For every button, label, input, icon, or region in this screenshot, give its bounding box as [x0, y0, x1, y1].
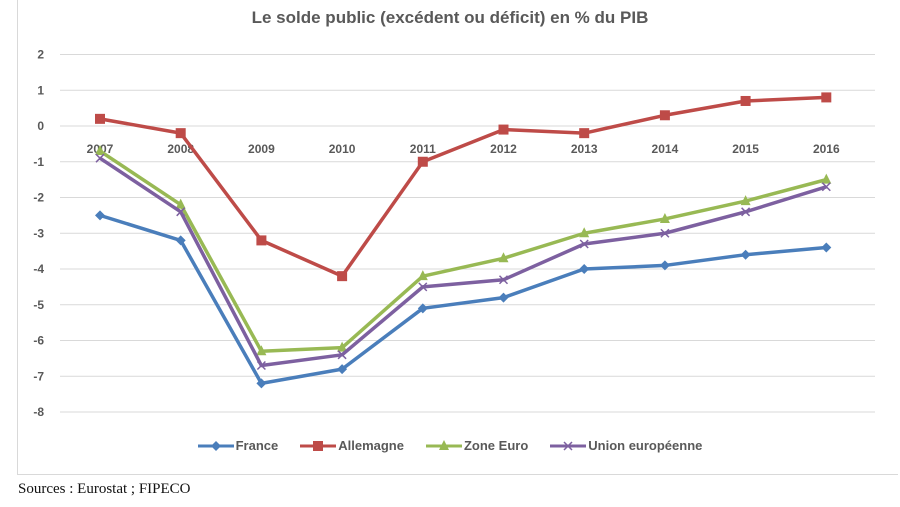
data-point: [659, 110, 670, 121]
data-point: [176, 207, 186, 217]
x-tick-label: 2014: [652, 142, 679, 156]
y-tick-label: -3: [33, 226, 44, 240]
data-point: [256, 378, 267, 389]
data-point: [95, 153, 105, 163]
data-point: [175, 198, 186, 209]
y-tick-label: 0: [37, 119, 44, 133]
x-tick-label: 2016: [813, 142, 840, 156]
data-point: [821, 173, 832, 184]
data-point: [256, 235, 267, 246]
y-tick-label: -2: [33, 191, 44, 205]
series-line: [99, 95, 827, 278]
data-point: [313, 440, 324, 451]
y-tick-label: 2: [37, 48, 44, 62]
data-point: [821, 182, 831, 192]
legend-label: Union européenne: [588, 438, 703, 453]
chart-frame: [17, 0, 898, 475]
x-tick-label: 2015: [732, 142, 759, 156]
series-line: [99, 213, 827, 386]
legend-swatch-icon: [197, 440, 234, 451]
data-point: [175, 128, 186, 139]
data-point: [337, 271, 348, 282]
data-point: [95, 145, 105, 156]
y-tick-label: -6: [33, 334, 44, 348]
x-tick-label: 2011: [410, 142, 436, 156]
data-point: [498, 124, 509, 135]
data-point: [417, 303, 428, 314]
data-point: [95, 113, 105, 124]
data-point: [175, 235, 186, 246]
y-tick-label: -8: [33, 405, 44, 419]
data-point: [740, 195, 751, 206]
x-tick-label: 2009: [248, 142, 275, 156]
data-point: [498, 275, 509, 285]
y-tick-label: -7: [33, 369, 44, 383]
x-tick-label: 2008: [167, 142, 194, 156]
series-union-européenne: [95, 153, 831, 371]
chart-title: Le solde public (excédent ou déficit) en…: [251, 8, 649, 27]
data-point: [210, 440, 221, 451]
source-note: Sources : Eurostat ; FIPECO: [18, 481, 191, 497]
data-point: [563, 440, 573, 451]
legend-label: France: [235, 438, 279, 453]
series-zone-euro: [95, 145, 832, 356]
data-point: [741, 207, 751, 217]
data-point: [256, 345, 267, 356]
data-point: [417, 156, 428, 167]
data-point: [256, 360, 266, 371]
y-tick-label: -4: [33, 262, 44, 276]
legend: France Allemagne Zone Euro Union européenne: [0, 438, 900, 453]
legend-label: Allemagne: [338, 438, 404, 453]
data-point: [95, 210, 105, 221]
data-point: [337, 350, 347, 360]
data-point: [821, 242, 832, 253]
data-point: [579, 264, 590, 274]
data-point: [498, 292, 509, 303]
data-point: [337, 341, 348, 352]
legend-label: Zone Euro: [463, 438, 529, 453]
legend-item: France: [197, 438, 279, 453]
data-point: [337, 364, 348, 375]
series-allemagne: [95, 92, 832, 282]
data-point: [498, 252, 509, 263]
y-tick-label: -5: [33, 298, 44, 312]
x-tick-label: 2012: [490, 142, 517, 156]
data-point: [438, 439, 449, 450]
data-point: [579, 227, 590, 238]
x-tick-label: 2013: [571, 142, 598, 156]
legend-swatch-icon: [300, 440, 337, 451]
data-point: [740, 249, 751, 260]
legend-item: Union européenne: [550, 438, 702, 453]
series-line: [99, 156, 827, 368]
legend-swatch-icon: [550, 440, 587, 451]
data-point: [417, 270, 428, 281]
data-point: [660, 228, 670, 238]
legend-swatch-icon: [425, 439, 462, 450]
data-point: [821, 92, 832, 103]
x-tick-label: 2010: [329, 142, 356, 156]
data-point: [659, 212, 670, 223]
data-point: [659, 260, 670, 271]
data-point: [418, 282, 428, 292]
y-tick-label: 1: [37, 83, 44, 97]
y-tick-label: -1: [33, 155, 44, 169]
series-line: [99, 149, 827, 353]
data-point: [740, 95, 751, 106]
legend-item: Zone Euro: [425, 438, 529, 453]
legend-item: Allemagne: [300, 438, 404, 453]
data-point: [579, 128, 590, 139]
series-france: [95, 210, 832, 389]
data-point: [579, 239, 589, 249]
